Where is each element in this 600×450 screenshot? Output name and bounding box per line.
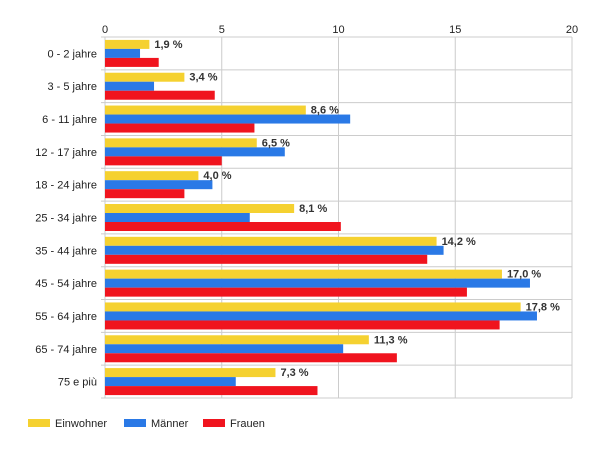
data-label: 1,9 % — [154, 39, 182, 51]
category-label: 0 - 2 jahre — [47, 48, 97, 60]
data-label: 8,1 % — [299, 203, 327, 215]
bar-frauen — [105, 222, 341, 231]
bar-mnner — [105, 344, 344, 354]
bar-frauen — [105, 156, 222, 166]
x-tick-label: 5 — [219, 24, 225, 36]
bar-frauen — [105, 123, 255, 133]
category-label: 18 - 24 jahre — [35, 180, 97, 192]
bar-einwohner — [105, 204, 295, 213]
bar-einwohner — [105, 39, 150, 49]
bar-mnner — [105, 147, 285, 157]
legend-swatch — [124, 419, 146, 427]
bar-mnner — [105, 278, 530, 288]
x-tick-label: 15 — [449, 24, 461, 36]
data-label: 11,3 % — [374, 334, 408, 346]
bar-frauen — [105, 189, 185, 199]
x-axis-ticks: 0 5 10 15 20 — [102, 24, 578, 36]
bar-frauen — [105, 320, 500, 330]
category-label: 45 - 54 jahre — [35, 278, 97, 290]
legend-label: Einwohner — [55, 418, 107, 430]
bar-frauen — [105, 254, 428, 264]
bar-einwohner — [105, 269, 502, 279]
bar-einwohner — [105, 236, 437, 246]
data-labels: 1,9 % 3,4 % 8,6 % 6,5 % 4,0 % 8,1 % 14,2 % 17,0… — [154, 39, 560, 379]
bar-frauen — [105, 353, 397, 363]
bar-frauen — [105, 57, 159, 67]
data-label: 8,6 % — [311, 105, 339, 117]
bar-einwohner — [105, 138, 257, 148]
bar-mnner — [105, 180, 213, 190]
category-label: 55 - 64 jahre — [35, 311, 97, 323]
bar-einwohner — [105, 302, 521, 312]
legend-label: Frauen — [230, 418, 265, 430]
x-tick-label: 0 — [102, 24, 108, 36]
grid-lines — [101, 36, 573, 399]
category-labels: 0 - 2 jahre 3 - 5 jahre 6 - 11 jahre 12 - 1… — [35, 48, 97, 388]
bar-mnner — [105, 81, 155, 91]
data-label: 4,0 % — [203, 170, 231, 182]
data-label: 17,0 % — [507, 269, 541, 281]
data-label: 7,3 % — [280, 367, 308, 379]
bar-frauen — [105, 386, 318, 396]
x-tick-label: 10 — [332, 24, 344, 36]
bar-einwohner — [105, 171, 199, 181]
category-label: 3 - 5 jahre — [47, 81, 97, 93]
legend-swatch — [203, 419, 225, 427]
bar-mnner — [105, 114, 351, 124]
bar-einwohner — [105, 335, 369, 345]
bar-mnner — [105, 245, 444, 255]
category-label: 25 - 34 jahre — [35, 213, 97, 225]
bar-mnner — [105, 377, 236, 387]
bars — [105, 39, 537, 396]
category-label: 65 - 74 jahre — [35, 344, 97, 356]
bar-mnner — [105, 311, 537, 321]
bar-einwohner — [105, 368, 276, 378]
bar-mnner — [105, 213, 250, 222]
data-label: 14,2 % — [442, 236, 476, 248]
data-label: 6,5 % — [262, 137, 290, 149]
data-label: 17,8 % — [526, 301, 560, 313]
legend-label: Männer — [151, 418, 189, 430]
legend: Einwohner Männer Frauen — [28, 418, 265, 430]
category-label: 12 - 17 jahre — [35, 147, 97, 159]
data-label: 3,4 % — [189, 72, 217, 84]
category-label: 6 - 11 jahre — [42, 114, 97, 126]
legend-swatch — [28, 419, 50, 427]
x-tick-label: 20 — [566, 24, 578, 36]
bar-einwohner — [105, 105, 306, 115]
category-label: 75 e più — [58, 377, 97, 389]
category-label: 35 - 44 jahre — [35, 245, 97, 257]
bar-frauen — [105, 90, 215, 100]
bar-frauen — [105, 287, 467, 297]
bar-einwohner — [105, 72, 185, 82]
bar-mnner — [105, 48, 141, 58]
